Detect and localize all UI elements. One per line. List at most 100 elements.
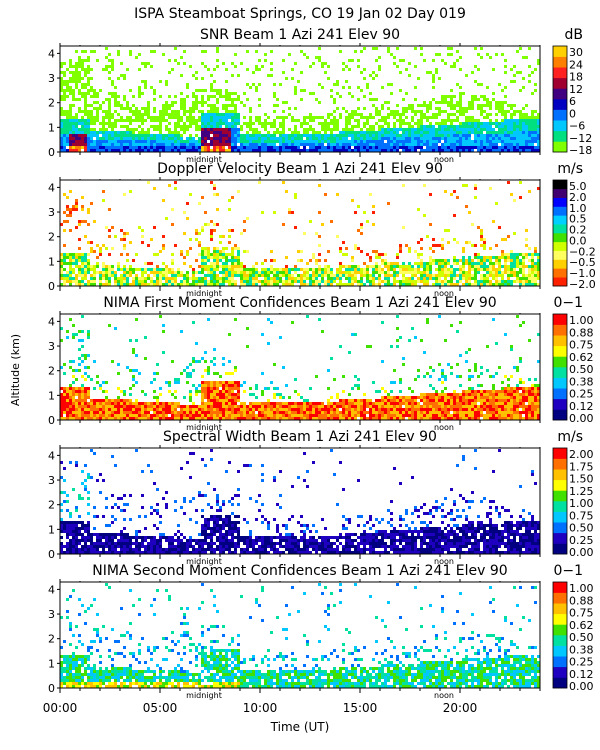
data-cell	[174, 137, 177, 140]
data-cell	[531, 134, 534, 137]
data-cell	[222, 393, 225, 396]
data-cell	[285, 405, 288, 408]
data-cell	[117, 396, 120, 399]
data-cell	[492, 262, 495, 265]
data-cell	[231, 140, 234, 143]
data-cell	[537, 119, 540, 122]
data-cell	[312, 277, 315, 280]
data-cell	[432, 274, 435, 277]
data-cell	[90, 95, 93, 98]
data-cell	[276, 405, 279, 408]
data-cell	[528, 280, 531, 283]
data-cell	[264, 149, 267, 152]
data-cell	[135, 280, 138, 283]
data-cell	[231, 143, 234, 146]
data-cell	[90, 378, 93, 381]
data-cell	[228, 113, 231, 116]
data-cell	[285, 277, 288, 280]
data-cell	[75, 68, 78, 71]
data-cell	[108, 59, 111, 62]
data-cell	[84, 390, 87, 393]
data-cell	[522, 149, 525, 152]
data-cell	[495, 256, 498, 259]
data-cell	[246, 122, 249, 125]
data-cell	[78, 256, 81, 259]
data-cell	[465, 110, 468, 113]
data-cell	[336, 107, 339, 110]
data-cell	[480, 47, 483, 50]
data-cell	[378, 113, 381, 116]
data-cell	[144, 357, 147, 360]
data-cell	[408, 280, 411, 283]
data-cell	[345, 110, 348, 113]
data-cell	[282, 268, 285, 271]
data-cell	[393, 113, 396, 116]
data-cell	[189, 265, 192, 268]
data-cell	[243, 402, 246, 405]
data-cell	[216, 193, 219, 196]
data-cell	[228, 414, 231, 417]
data-cell	[321, 134, 324, 137]
data-cell	[414, 149, 417, 152]
data-cell	[210, 104, 213, 107]
data-cell	[153, 253, 156, 256]
data-cell	[300, 250, 303, 253]
data-cell	[87, 89, 90, 92]
data-cell	[123, 235, 126, 238]
data-cell	[333, 116, 336, 119]
data-cell	[498, 107, 501, 110]
data-cell	[72, 414, 75, 417]
data-cell	[252, 402, 255, 405]
data-cell	[234, 98, 237, 101]
data-cell	[231, 196, 234, 199]
data-cell	[138, 53, 141, 56]
data-cell	[135, 268, 138, 271]
data-cell	[534, 253, 537, 256]
data-cell	[369, 140, 372, 143]
data-cell	[219, 390, 222, 393]
data-cell	[216, 137, 219, 140]
data-cell	[66, 277, 69, 280]
data-cell	[87, 336, 90, 339]
data-cell	[207, 256, 210, 259]
data-cell	[243, 137, 246, 140]
data-cell	[108, 98, 111, 101]
data-cell	[189, 122, 192, 125]
data-cell	[204, 101, 207, 104]
data-cell	[246, 143, 249, 146]
data-cell	[249, 149, 252, 152]
data-cell	[330, 283, 333, 286]
data-cell	[120, 253, 123, 256]
data-cell	[522, 283, 525, 286]
data-cell	[408, 149, 411, 152]
data-cell	[408, 62, 411, 65]
data-cell	[156, 140, 159, 143]
data-cell	[123, 107, 126, 110]
data-cell	[408, 250, 411, 253]
data-cell	[231, 384, 234, 387]
data-cell	[174, 140, 177, 143]
data-cell	[363, 143, 366, 146]
data-cell	[228, 417, 231, 420]
data-cell	[309, 119, 312, 122]
data-cell	[141, 116, 144, 119]
data-cell	[174, 131, 177, 134]
data-cell	[114, 277, 117, 280]
data-cell	[60, 80, 63, 83]
data-cell	[387, 262, 390, 265]
data-cell	[519, 259, 522, 262]
data-cell	[216, 107, 219, 110]
data-cell	[285, 411, 288, 414]
data-cell	[417, 140, 420, 143]
data-cell	[144, 86, 147, 89]
data-cell	[90, 277, 93, 280]
data-cell	[249, 143, 252, 146]
data-cell	[210, 387, 213, 390]
data-cell	[489, 131, 492, 134]
data-cell	[441, 98, 444, 101]
data-cell	[510, 116, 513, 119]
data-cell	[201, 387, 204, 390]
data-cell	[72, 98, 75, 101]
data-cell	[309, 277, 312, 280]
data-cell	[201, 259, 204, 262]
